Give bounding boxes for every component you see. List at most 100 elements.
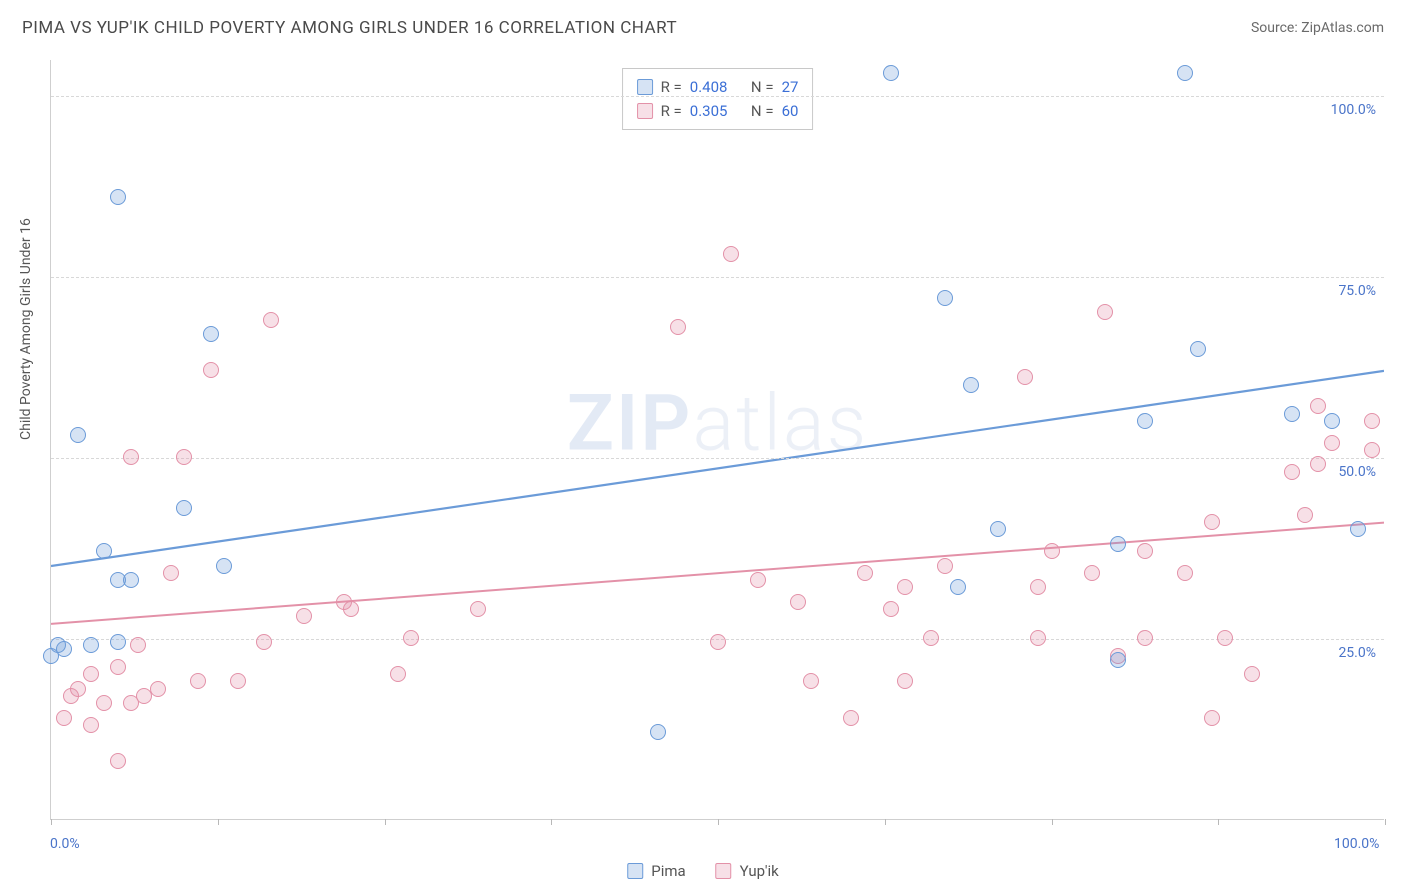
data-point-yupik xyxy=(256,634,272,650)
x-tick-label-min: 0.0% xyxy=(50,836,80,852)
data-point-pima xyxy=(203,326,219,342)
source-label: Source: ZipAtlas.com xyxy=(1251,20,1384,36)
data-point-pima xyxy=(1284,406,1300,422)
y-tick-label: 25.0% xyxy=(1338,645,1376,661)
x-tick-label-max: 100.0% xyxy=(1334,836,1379,852)
data-point-yupik xyxy=(390,666,406,682)
data-point-yupik xyxy=(923,630,939,646)
data-point-pima xyxy=(1324,413,1340,429)
gridline xyxy=(51,458,1384,459)
x-tick xyxy=(1052,819,1053,825)
data-point-pima xyxy=(83,637,99,653)
data-point-yupik xyxy=(670,319,686,335)
data-point-yupik xyxy=(897,673,913,689)
data-point-pima xyxy=(1137,413,1153,429)
data-point-yupik xyxy=(230,673,246,689)
data-point-yupik xyxy=(790,594,806,610)
swatch-pima xyxy=(637,79,653,95)
data-point-yupik xyxy=(1137,543,1153,559)
data-point-yupik xyxy=(296,608,312,624)
trend-lines xyxy=(51,60,1384,819)
data-point-yupik xyxy=(710,634,726,650)
data-point-yupik xyxy=(1084,565,1100,581)
data-point-yupik xyxy=(176,449,192,465)
data-point-yupik xyxy=(150,681,166,697)
data-point-yupik xyxy=(1284,464,1300,480)
x-tick xyxy=(218,819,219,825)
header: PIMA VS YUP'IK CHILD POVERTY AMONG GIRLS… xyxy=(0,0,1406,46)
data-point-pima xyxy=(1190,341,1206,357)
data-point-pima xyxy=(650,724,666,740)
data-point-pima xyxy=(1110,652,1126,668)
data-point-yupik xyxy=(1297,507,1313,523)
data-point-pima xyxy=(50,637,66,653)
y-tick-label: 50.0% xyxy=(1338,464,1376,480)
data-point-pima xyxy=(963,377,979,393)
data-point-yupik xyxy=(803,673,819,689)
x-tick xyxy=(1218,819,1219,825)
data-point-pima xyxy=(990,521,1006,537)
data-point-yupik xyxy=(470,601,486,617)
data-point-yupik xyxy=(1364,413,1380,429)
data-point-yupik xyxy=(1030,579,1046,595)
data-point-yupik xyxy=(83,666,99,682)
watermark: ZIPatlas xyxy=(567,379,868,470)
data-point-yupik xyxy=(130,637,146,653)
legend-item-pima: Pima xyxy=(627,862,685,880)
data-point-yupik xyxy=(96,695,112,711)
stats-row-yupik: R = 0.305 N = 60 xyxy=(637,99,799,123)
legend-swatch-pima xyxy=(627,863,643,879)
data-point-yupik xyxy=(750,572,766,588)
data-point-yupik xyxy=(110,753,126,769)
x-tick xyxy=(718,819,719,825)
x-tick xyxy=(551,819,552,825)
data-point-pima xyxy=(96,543,112,559)
gridline xyxy=(51,96,1384,97)
r-value-yupik: 0.305 xyxy=(690,99,728,123)
data-point-yupik xyxy=(203,362,219,378)
data-point-yupik xyxy=(883,601,899,617)
legend-label-pima: Pima xyxy=(651,862,685,880)
data-point-yupik xyxy=(1310,398,1326,414)
data-point-yupik xyxy=(190,673,206,689)
data-point-yupik xyxy=(1030,630,1046,646)
data-point-pima xyxy=(950,579,966,595)
n-value-yupik: 60 xyxy=(782,99,799,123)
stats-legend-box: R = 0.408 N = 27 R = 0.305 N = 60 xyxy=(622,68,814,130)
data-point-pima xyxy=(937,290,953,306)
data-point-yupik xyxy=(1364,442,1380,458)
data-point-yupik xyxy=(163,565,179,581)
data-point-yupik xyxy=(56,710,72,726)
y-tick-label: 75.0% xyxy=(1338,283,1376,299)
data-point-pima xyxy=(216,558,232,574)
data-point-yupik xyxy=(70,681,86,697)
y-axis-label: Child Poverty Among Girls Under 16 xyxy=(18,218,34,440)
data-point-yupik xyxy=(110,659,126,675)
legend-item-yupik: Yup'ik xyxy=(716,862,779,880)
data-point-yupik xyxy=(1204,710,1220,726)
data-point-pima xyxy=(123,572,139,588)
data-point-pima xyxy=(1110,536,1126,552)
swatch-yupik xyxy=(637,103,653,119)
data-point-yupik xyxy=(83,717,99,733)
data-point-yupik xyxy=(1177,565,1193,581)
chart-title: PIMA VS YUP'IK CHILD POVERTY AMONG GIRLS… xyxy=(22,18,677,38)
data-point-pima xyxy=(110,189,126,205)
data-point-pima xyxy=(1177,65,1193,81)
data-point-yupik xyxy=(937,558,953,574)
data-point-yupik xyxy=(897,579,913,595)
trend-line-pima xyxy=(51,371,1384,566)
y-tick-label: 100.0% xyxy=(1331,102,1376,118)
data-point-yupik xyxy=(1324,435,1340,451)
data-point-pima xyxy=(176,500,192,516)
x-tick xyxy=(51,819,52,825)
data-point-yupik xyxy=(1244,666,1260,682)
legend-swatch-yupik xyxy=(716,863,732,879)
data-point-yupik xyxy=(1017,369,1033,385)
data-point-yupik xyxy=(1137,630,1153,646)
data-point-yupik xyxy=(1044,543,1060,559)
bottom-legend: Pima Yup'ik xyxy=(627,862,779,880)
data-point-yupik xyxy=(723,246,739,262)
scatter-chart: ZIPatlas R = 0.408 N = 27 R = 0.305 N = … xyxy=(50,60,1384,820)
data-point-pima xyxy=(70,427,86,443)
